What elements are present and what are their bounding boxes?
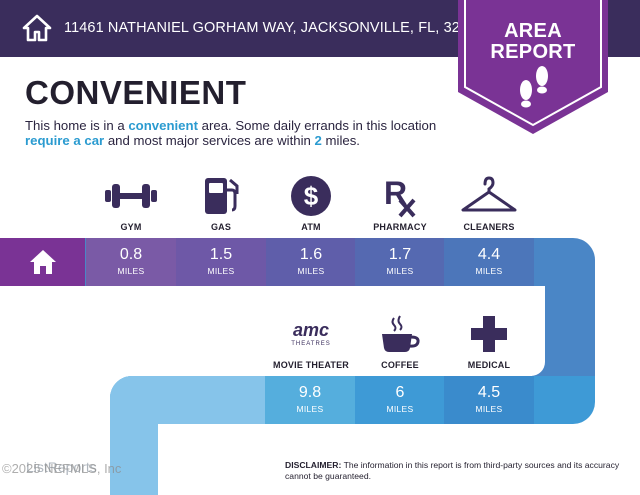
house-icon	[29, 250, 56, 274]
path-segment-down	[110, 376, 158, 495]
distance-value: 1.5	[209, 246, 233, 263]
hanger-icon	[461, 176, 517, 212]
service-label: PHARMACY	[373, 222, 427, 232]
badge-line-area: AREA	[504, 20, 562, 42]
gas-pump-icon	[205, 178, 239, 214]
service-label: COFFEE	[381, 360, 419, 370]
service-gas: GAS	[176, 174, 266, 232]
service-label: CLEANERS	[463, 222, 515, 232]
distance-row-top: 0.8 MILES 1.5 MILES 1.6 MILES 1.7 MILES …	[0, 238, 595, 286]
service-medical: MEDICAL	[444, 312, 534, 370]
distance-cell-medical: 4.5 MILES	[444, 376, 534, 424]
distance-unit: MILES	[297, 266, 325, 276]
copyright-watermark: ©2025 NEFMLS, Inc	[2, 461, 122, 476]
distance-value: 4.4	[477, 246, 501, 263]
medical-cross-icon	[471, 316, 507, 352]
page-title: CONVENIENT	[25, 74, 247, 111]
service-coffee: COFFEE	[355, 312, 445, 370]
distance-unit: MILES	[386, 404, 414, 414]
dollar-icon: $	[291, 176, 331, 216]
listreports-logo: ListReports	[26, 459, 97, 475]
distance-value: 1.6	[299, 246, 323, 263]
rx-icon: R	[384, 175, 416, 218]
service-label: MEDICAL	[467, 360, 511, 370]
distance-unit: MILES	[207, 266, 235, 276]
disclaimer: DISCLAIMER: The information in this repo…	[285, 460, 620, 481]
svg-text:THEATRES: THEATRES	[291, 341, 331, 347]
service-gym: GYM	[86, 174, 176, 232]
distance-value: 1.7	[388, 246, 412, 263]
distance-unit: MILES	[296, 404, 324, 414]
distance-cell-gas: 1.5 MILES	[176, 238, 266, 286]
service-label: MOVIE THEATER	[273, 360, 349, 370]
service-label: ATM	[301, 222, 321, 232]
distance-cell-movie-theater: 9.8 MILES	[265, 376, 355, 424]
distance-cell-coffee: 6 MILES	[355, 376, 445, 424]
distance-cell-pharmacy: 1.7 MILES	[355, 238, 445, 286]
description-text: This home is in a convenient area. Some …	[25, 118, 437, 148]
path-corner	[158, 424, 178, 444]
service-label: GAS	[210, 222, 232, 232]
coffee-cup-icon	[382, 315, 420, 352]
badge-line-report: REPORT	[490, 41, 576, 63]
distance-value: 0.8	[119, 246, 143, 263]
svg-text:amc: amc	[293, 320, 329, 340]
distance-cell-cleaners: 4.4 MILES	[444, 238, 534, 286]
property-address: 11461 NATHANIEL GORHAM WAY, JACKSONVILLE…	[64, 20, 485, 36]
service-label: GYM	[120, 222, 142, 232]
distance-value: 6	[395, 384, 405, 401]
amc-theatres-logo: amc THEATRES	[291, 320, 331, 347]
distance-cell-gym: 0.8 MILES	[86, 238, 176, 286]
distance-cell-atm: 1.6 MILES	[266, 238, 356, 286]
service-cleaners: CLEANERS	[444, 174, 534, 232]
dumbbell-icon	[105, 184, 157, 208]
badge-title: AREA REPORT	[458, 21, 608, 63]
distance-unit: MILES	[475, 266, 503, 276]
distance-unit: MILES	[117, 266, 145, 276]
footprints-icon	[520, 66, 548, 108]
distance-unit: MILES	[386, 266, 414, 276]
area-report-badge: AREA REPORT	[458, 0, 608, 134]
svg-text:$: $	[304, 181, 319, 211]
distance-unit: MILES	[475, 404, 503, 414]
distance-value: 9.8	[298, 384, 322, 401]
service-atm: $ ATM	[266, 174, 356, 232]
inner-panel	[0, 286, 545, 376]
service-movie-theater: amc THEATRES MOVIE THEATER	[266, 312, 356, 370]
home-cell	[0, 238, 85, 286]
distance-value: 4.5	[477, 384, 501, 401]
house-icon	[22, 14, 52, 42]
service-pharmacy: R PHARMACY	[355, 174, 445, 232]
